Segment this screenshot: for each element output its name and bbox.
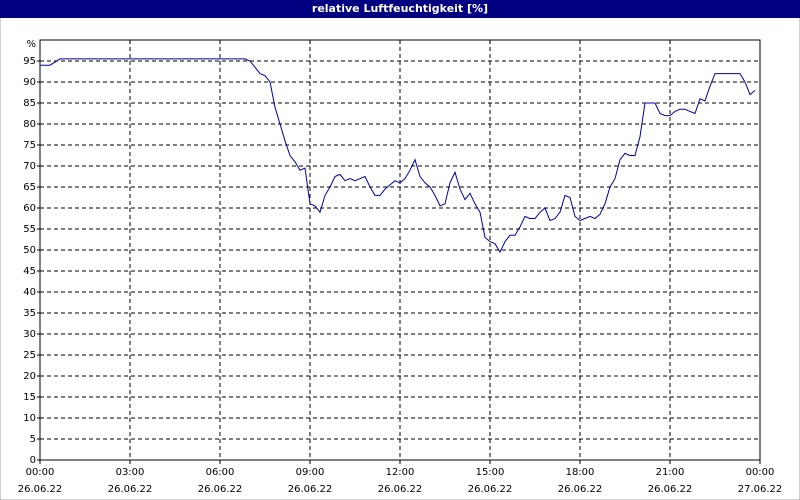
- x-tick-label: 18:00: [566, 467, 595, 478]
- y-axis-label: %: [26, 39, 36, 50]
- x-tick-date: 26.06.22: [558, 484, 603, 495]
- y-tick-label: 65: [23, 182, 36, 193]
- y-tick-label: 95: [23, 56, 36, 67]
- y-tick-label: 30: [23, 329, 36, 340]
- line-series: [40, 58, 756, 254]
- x-tick-label: 06:00: [206, 467, 235, 478]
- x-tick-label: 03:00: [116, 467, 145, 478]
- x-tick-label: 00:00: [746, 467, 775, 478]
- x-tick-date: 26.06.22: [198, 484, 243, 495]
- y-tick-label: 85: [23, 98, 36, 109]
- x-tick-label: 21:00: [656, 467, 685, 478]
- y-tick-label: 80: [23, 119, 36, 130]
- y-tick-label: 60: [23, 203, 36, 214]
- y-tick-label: 90: [23, 77, 36, 88]
- x-tick-label: 00:00: [26, 467, 55, 478]
- y-tick-label: 10: [23, 413, 36, 424]
- y-tick-label: 45: [23, 266, 36, 277]
- chart-title: relative Luftfeuchtigkeit [%]: [312, 2, 488, 15]
- x-tick-date: 26.06.22: [288, 484, 333, 495]
- plot-border: [39, 39, 761, 461]
- x-tick-date: 26.06.22: [108, 484, 153, 495]
- x-tick-date: 26.06.22: [378, 484, 423, 495]
- y-tick-label: 15: [23, 392, 36, 403]
- y-tick-label: 75: [23, 140, 36, 151]
- x-tick-label: 12:00: [386, 467, 415, 478]
- x-tick-date: 26.06.22: [18, 484, 63, 495]
- x-tick-label: 09:00: [296, 467, 325, 478]
- y-tick-label: 20: [23, 371, 36, 382]
- y-tick-label: 40: [23, 287, 36, 298]
- y-tick-label: 25: [23, 350, 36, 361]
- y-tick-label: 55: [23, 224, 36, 235]
- y-tick-label: 0: [30, 455, 36, 466]
- x-tick-date: 27.06.22: [738, 484, 783, 495]
- title-bar: [0, 0, 800, 18]
- y-tick-label: 50: [23, 245, 36, 256]
- y-tick-label: 35: [23, 308, 36, 319]
- y-tick-label: 70: [23, 161, 36, 172]
- x-tick-date: 26.06.22: [648, 484, 693, 495]
- y-tick-label: 5: [30, 434, 36, 445]
- x-tick-date: 26.06.22: [468, 484, 513, 495]
- x-tick-label: 15:00: [476, 467, 505, 478]
